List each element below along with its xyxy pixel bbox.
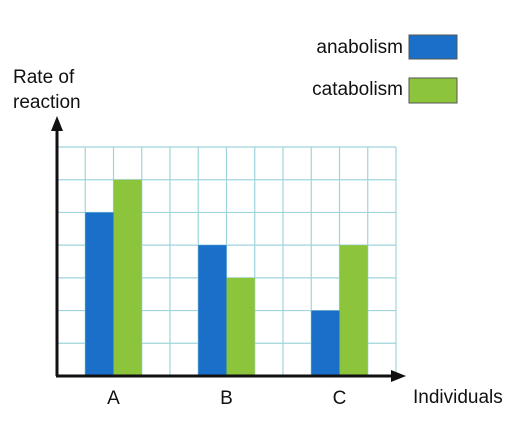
x-axis-label: Individuals (413, 387, 503, 408)
legend-swatch-anabolism (408, 34, 458, 60)
x-tick-label-A: A (107, 388, 120, 409)
y-axis-label-line-1: Rate of (13, 67, 75, 88)
bar-anabolism-B (198, 245, 227, 376)
legend: anabolism catabolism (312, 34, 458, 104)
bar-anabolism-A (85, 212, 114, 376)
legend-swatch-catabolism (408, 77, 458, 104)
x-tick-label-C: C (333, 388, 347, 409)
x-tick-label-B: B (220, 388, 233, 409)
y-axis-arrow (51, 116, 63, 131)
legend-label-anabolism: anabolism (316, 37, 403, 58)
bar-catabolism-C (339, 245, 368, 376)
legend-label-catabolism: catabolism (312, 79, 403, 100)
bar-anabolism-C (311, 310, 340, 376)
x-axis-arrow (391, 370, 406, 382)
bar-catabolism-B (226, 277, 255, 376)
bars (85, 179, 368, 376)
bar-catabolism-A (113, 179, 142, 376)
y-axis-label-line-2: reaction (13, 92, 81, 113)
x-tick-labels: A B C (107, 388, 346, 409)
